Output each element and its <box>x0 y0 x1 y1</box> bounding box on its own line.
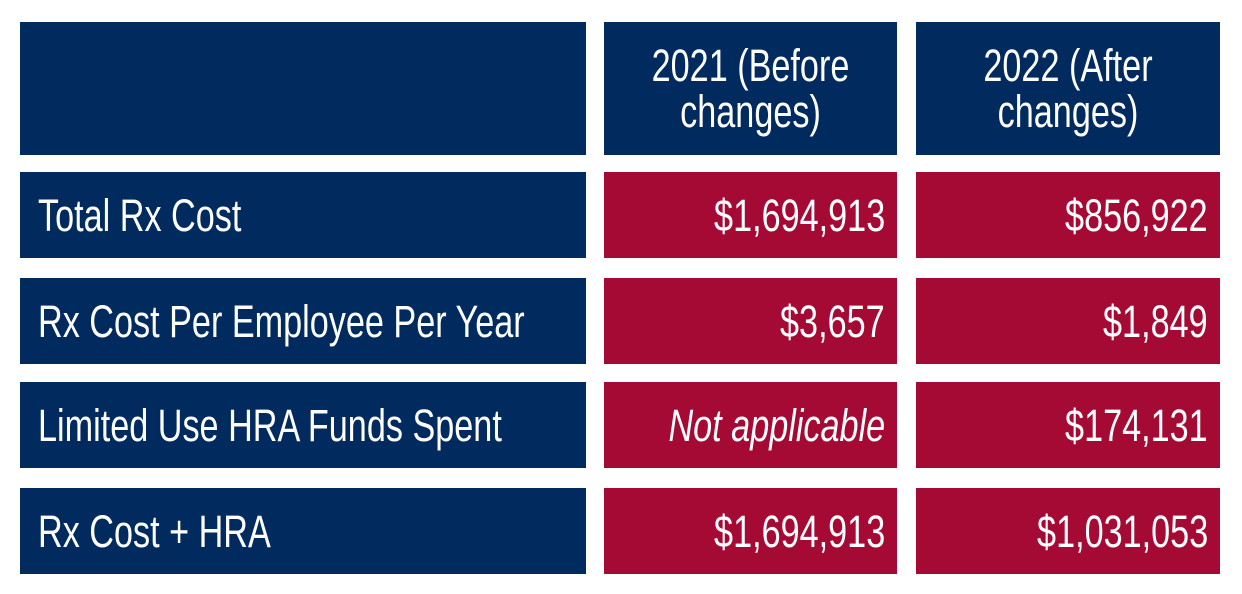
value-cell: Not applicable <box>604 382 897 468</box>
value-cell: $1,849 <box>916 278 1220 364</box>
row-label-cell: Total Rx Cost <box>20 172 586 258</box>
value-cell: $174,131 <box>916 382 1220 468</box>
value-cell: $1,694,913 <box>604 172 897 258</box>
row-label-cell: Rx Cost Per Employee Per Year <box>20 278 586 364</box>
row-label-cell: Limited Use HRA Funds Spent <box>20 382 586 468</box>
value: $1,849 <box>1103 295 1208 347</box>
row-label: Limited Use HRA Funds Spent <box>38 399 502 451</box>
value: $3,657 <box>780 295 885 347</box>
value: $856,922 <box>1065 189 1208 241</box>
value-cell: $1,031,053 <box>916 488 1220 574</box>
value: $1,694,913 <box>713 505 885 557</box>
row-label: Total Rx Cost <box>38 189 242 241</box>
row-label-cell: Rx Cost + HRA <box>20 488 586 574</box>
value-cell: $3,657 <box>604 278 897 364</box>
value-cell: $1,694,913 <box>604 488 897 574</box>
header-text: 2021 (Before changes) <box>651 39 850 137</box>
header-cell: 2022 (After changes) <box>916 22 1220 155</box>
value-cell: $856,922 <box>916 172 1220 258</box>
value: Not applicable <box>668 399 885 451</box>
header-cell: 2021 (Before changes) <box>604 22 897 155</box>
row-label: Rx Cost + HRA <box>38 505 271 557</box>
value: $1,031,053 <box>1036 505 1208 557</box>
value: $174,131 <box>1065 399 1208 451</box>
header-text: 2022 (After changes) <box>983 39 1153 137</box>
header-blank-cell <box>20 22 586 155</box>
value: $1,694,913 <box>713 189 885 241</box>
row-label: Rx Cost Per Employee Per Year <box>38 295 525 347</box>
